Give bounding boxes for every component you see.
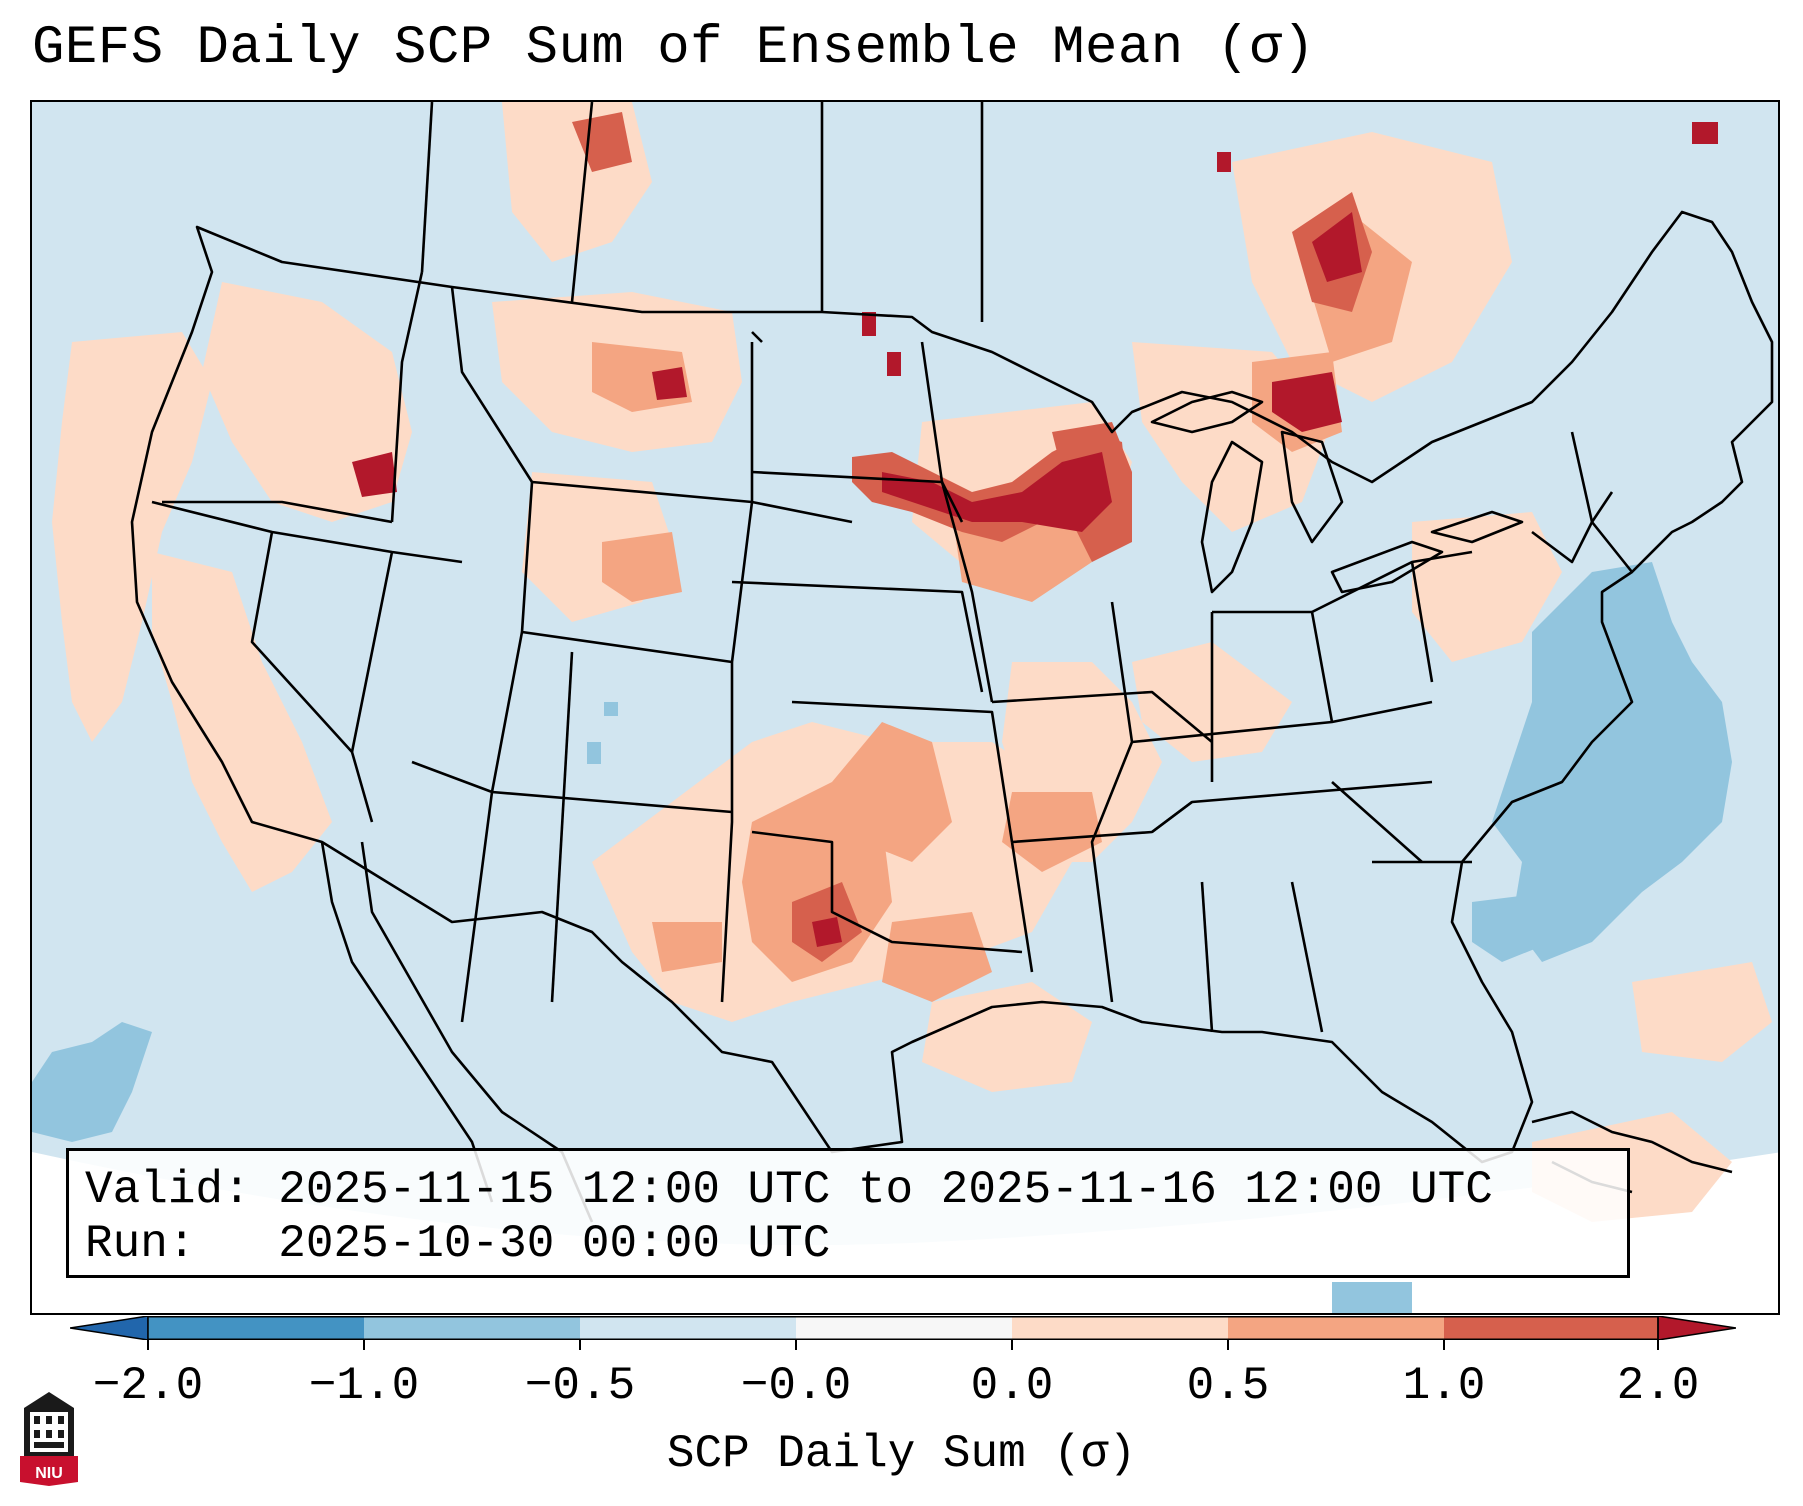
state-border [991, 690, 1213, 743]
great-lakes [1200, 440, 1264, 594]
colorbar-tick-label: −0.5 [524, 1360, 636, 1412]
strong-anomaly-ontario [1272, 372, 1342, 432]
chart-title: GEFS Daily SCP Sum of Ensemble Mean (σ) [32, 18, 1316, 79]
colorbar-extend-high [1657, 1316, 1736, 1340]
run-label: Run: [85, 1218, 196, 1270]
political-boundaries [130, 102, 1774, 1223]
positive-anomaly-california [152, 552, 332, 892]
negative-anomaly-atlantic [1492, 562, 1732, 962]
province-border [420, 102, 434, 273]
colorbar-tick-label: 0.0 [970, 1360, 1054, 1412]
state-border [1531, 491, 1614, 564]
colorbar-extend-low [70, 1316, 149, 1340]
state-border [1131, 700, 1433, 744]
state-border [390, 271, 424, 523]
valid-label: Valid: [85, 1164, 251, 1216]
moderate-anomaly-oklahoma [832, 722, 952, 862]
caribbean-islands [1531, 1110, 1733, 1174]
valid-line: Valid: 2025-11-15 12:00 UTC to 2025-11-1… [85, 1163, 1627, 1217]
strong-anomaly-quebec-core [1312, 212, 1362, 282]
map-panel [30, 100, 1780, 1315]
state-border [550, 651, 574, 1003]
colorbar-label: SCP Daily Sum (σ) [666, 1428, 1137, 1480]
colorbar-tick-label: −0.0 [740, 1360, 852, 1412]
positive-anomaly-atlantic [1632, 962, 1772, 1062]
negative-anomaly-pacific [32, 1022, 152, 1142]
state-border [151, 500, 463, 564]
negative-anomaly-cell [604, 702, 618, 716]
moderate-anomaly-new-mexico [652, 922, 722, 972]
moderate-anomaly-arkansas [1002, 792, 1102, 872]
strong-anomaly-cell [1692, 122, 1718, 144]
colorbar-bin [580, 1316, 796, 1340]
great-lakes [1330, 540, 1444, 594]
colorbar-bin [1228, 1316, 1444, 1340]
state-border [250, 531, 374, 823]
colorbar-bin [796, 1316, 1012, 1340]
conus-map [32, 102, 1778, 1313]
us-outline [130, 210, 1774, 1164]
great-lakes [1280, 430, 1344, 544]
positive-anomaly-gulf [922, 982, 1092, 1092]
state-border [751, 830, 1023, 954]
colorbar-tick-label: 0.5 [1186, 1360, 1270, 1412]
strong-anomaly-montana-core [652, 367, 687, 400]
run-time: 2025-10-30 00:00 UTC [278, 1218, 831, 1270]
strong-anomaly-cell [887, 352, 901, 376]
colorbar-tick-label: 1.0 [1402, 1360, 1486, 1412]
strong-anomaly-idaho [352, 452, 397, 497]
strong-anomaly-core [882, 452, 1112, 532]
colorbar-bin [364, 1316, 580, 1340]
colorbar-tick-label: −2.0 [92, 1360, 204, 1412]
colorbar-tick-label: −1.0 [308, 1360, 420, 1412]
state-border [162, 500, 393, 524]
state-border [791, 700, 1014, 843]
moderate-anomaly-wyoming [602, 532, 682, 602]
colorbar-bin [1012, 1316, 1228, 1340]
niu-logo-icon: NIU [20, 1392, 78, 1486]
state-border [1090, 601, 1134, 1003]
moderate-anomaly-north-texas [882, 912, 992, 1002]
positive-anomaly-northeast [1412, 512, 1562, 662]
colorbar-outline [147, 1316, 1659, 1340]
state-border [1570, 431, 1634, 573]
great-lakes [1150, 390, 1264, 434]
state-border [1010, 841, 1034, 973]
province-border [751, 331, 763, 343]
strong-anomaly-cell [862, 312, 876, 336]
colorbar-bin [148, 1316, 364, 1340]
valid-time-range: 2025-11-15 12:00 UTC to 2025-11-16 12:00… [278, 1164, 1493, 1216]
validity-info-box: Valid: 2025-11-15 12:00 UTC to 2025-11-1… [66, 1148, 1630, 1278]
great-lakes [1430, 510, 1524, 544]
state-border [1200, 881, 1214, 1033]
logo-text: NIU [35, 1465, 63, 1482]
strong-anomaly-texas-core [812, 917, 842, 947]
negative-anomaly-atlantic-south [1472, 892, 1552, 962]
state-border [720, 662, 734, 1003]
state-border [731, 580, 984, 693]
province-border [570, 102, 594, 303]
state-border [1331, 781, 1423, 863]
state-border [1410, 561, 1434, 683]
state-border [450, 286, 534, 483]
state-border [1290, 881, 1324, 1033]
negative-anomaly-cell [587, 742, 601, 764]
state-border [411, 760, 494, 1023]
baja-coast [320, 841, 494, 1203]
strong-anomaly-cell [1217, 152, 1231, 172]
run-line: Run: 2025-10-30 00:00 UTC [85, 1217, 1627, 1271]
negative-anomaly-cell [1332, 1282, 1412, 1313]
colorbar-bin [1444, 1316, 1658, 1340]
state-border [920, 341, 994, 703]
anomaly-background [32, 102, 1778, 1246]
colorbar [70, 1316, 1736, 1340]
state-border [1151, 780, 1433, 834]
state-border [350, 551, 394, 753]
colorbar-tick-label: 2.0 [1616, 1360, 1700, 1412]
